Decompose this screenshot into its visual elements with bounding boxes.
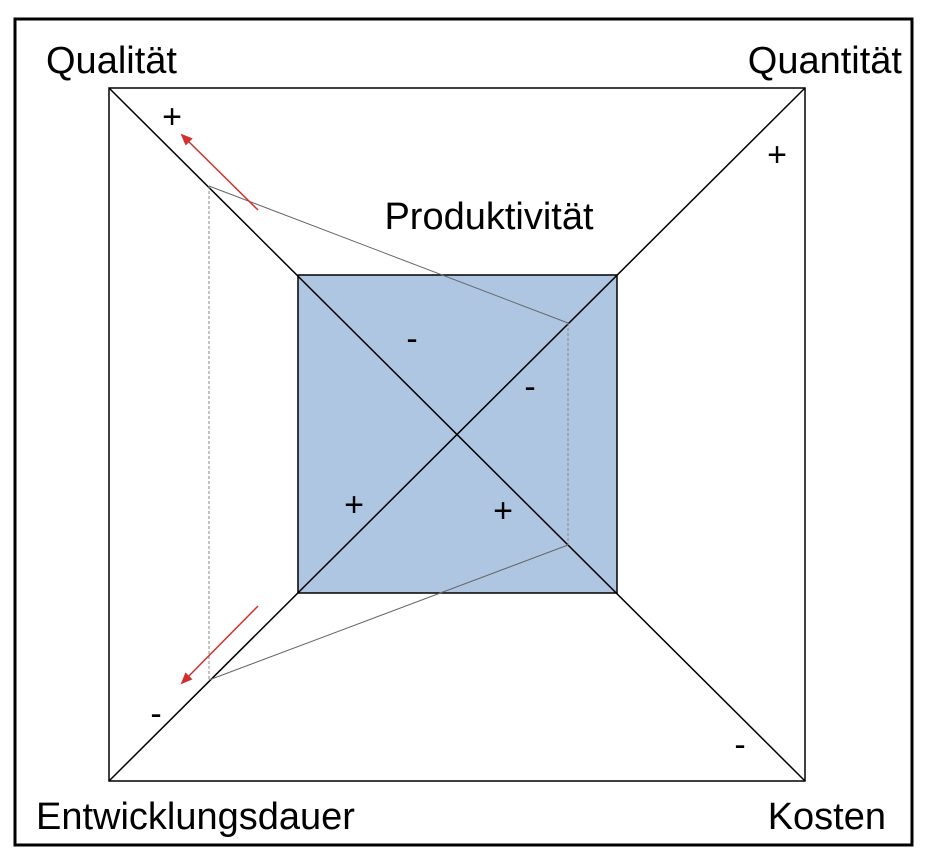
arrow-quality	[180, 133, 259, 211]
outer-square	[108, 87, 806, 782]
sign-inner-dev-time: +	[344, 486, 364, 524]
label-productivity: Produktivität	[384, 196, 594, 238]
label-costs: Kosten	[768, 796, 886, 838]
label-quantity: Quantität	[748, 40, 903, 82]
sign-dev-time-outer: -	[150, 695, 161, 733]
outer-border	[13, 17, 914, 847]
label-quality: Qualität	[46, 40, 177, 82]
sign-inner-quantity: -	[524, 368, 535, 406]
arrow-dev-time	[180, 605, 259, 685]
sign-inner-costs: +	[493, 492, 513, 530]
sign-quality-outer: +	[162, 98, 182, 136]
thin-line-bottom	[208, 544, 569, 681]
label-development-time: Entwicklungsdauer	[36, 796, 355, 838]
sign-inner-quality: -	[406, 320, 417, 358]
sign-costs-outer: -	[734, 726, 745, 764]
thin-line-top	[208, 185, 569, 324]
diagonal-devtime-quantity	[108, 87, 806, 782]
sign-quantity-outer: +	[767, 136, 787, 174]
